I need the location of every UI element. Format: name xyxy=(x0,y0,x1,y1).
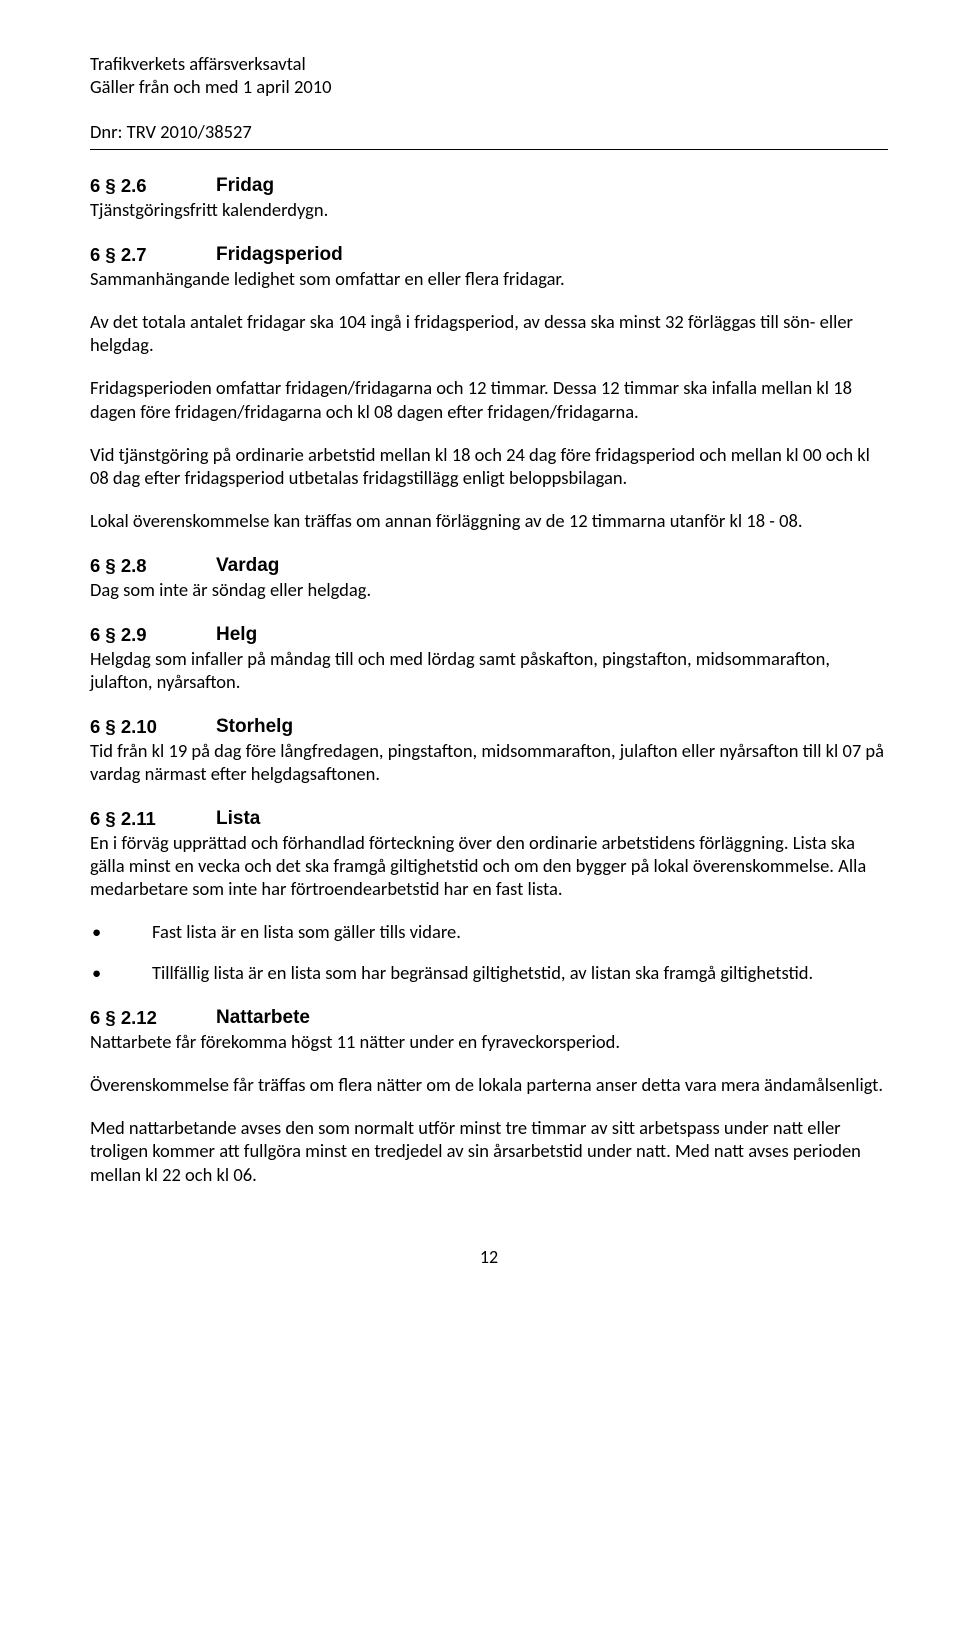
paragraph: Överenskommelse får träffas om flera nät… xyxy=(90,1073,888,1096)
paragraph: Helgdag som infaller på måndag till och … xyxy=(90,647,888,693)
section-number: 6 § 2.8 xyxy=(90,554,160,578)
paragraph: Nattarbete får förekomma högst 11 nätter… xyxy=(90,1030,888,1053)
section-number: 6 § 2.9 xyxy=(90,623,160,647)
bullet-dot-icon: • xyxy=(90,920,104,943)
document-body: 6 § 2.6 FridagTjänstgöringsfritt kalender… xyxy=(90,174,888,1185)
section-title: Vardag xyxy=(216,554,279,578)
section-heading: 6 § 2.11 Lista xyxy=(90,807,888,831)
paragraph: Av det totala antalet fridagar ska 104 i… xyxy=(90,310,888,356)
section-heading: 6 § 2.7 Fridagsperiod xyxy=(90,243,888,267)
section-title: Nattarbete xyxy=(216,1006,310,1030)
section: 6 § 2.11 ListaEn i förväg upprättad och f… xyxy=(90,807,888,984)
section-title: Helg xyxy=(216,623,257,647)
paragraph: Tjänstgöringsfritt kalenderdygn. xyxy=(90,198,888,221)
section-heading: 6 § 2.6 Fridag xyxy=(90,174,888,198)
bullet-dot-icon: • xyxy=(90,961,104,984)
section-heading: 6 § 2.9 Helg xyxy=(90,623,888,647)
section-title: Fridagsperiod xyxy=(216,243,343,267)
paragraph: En i förväg upprättad och förhandlad för… xyxy=(90,831,888,900)
section: 6 § 2.6 FridagTjänstgöringsfritt kalender… xyxy=(90,174,888,221)
section: 6 § 2.12 NattarbeteNattarbete får förekom… xyxy=(90,1006,888,1185)
section-number: 6 § 2.11 xyxy=(90,807,160,831)
section-number: 6 § 2.10 xyxy=(90,715,160,739)
section-number: 6 § 2.7 xyxy=(90,243,160,267)
paragraph: Vid tjänstgöring på ordinarie arbetstid … xyxy=(90,443,888,489)
paragraph: Dag som inte är söndag eller helgdag. xyxy=(90,578,888,601)
section-number: 6 § 2.6 xyxy=(90,174,160,198)
paragraph: Med nattarbetande avses den som normalt … xyxy=(90,1116,888,1185)
header-dnr: Dnr: TRV 2010/38527 xyxy=(90,120,888,143)
section-heading: 6 § 2.10 Storhelg xyxy=(90,715,888,739)
bullet-text: Fast lista är en lista som gäller tills … xyxy=(152,920,461,943)
header-divider xyxy=(90,149,888,150)
document-header: Trafikverkets affärsverksavtal Gäller fr… xyxy=(90,52,888,143)
section: 6 § 2.8 VardagDag som inte är söndag elle… xyxy=(90,554,888,601)
bullet-list: • Fast lista är en lista som gäller tills… xyxy=(90,920,888,984)
paragraph: Lokal överenskommelse kan träffas om ann… xyxy=(90,509,888,532)
section-number: 6 § 2.12 xyxy=(90,1006,160,1030)
section-title: Fridag xyxy=(216,174,274,198)
paragraph: Sammanhängande ledighet som omfattar en … xyxy=(90,267,888,290)
section: 6 § 2.7 FridagsperiodSammanhängande ledig… xyxy=(90,243,888,532)
page-number: 12 xyxy=(90,1246,888,1269)
section-title: Lista xyxy=(216,807,260,831)
bullet-text: Tillfällig lista är en lista som har beg… xyxy=(152,961,813,984)
bullet-item: • Fast lista är en lista som gäller tills… xyxy=(90,920,888,943)
section-heading: 6 § 2.8 Vardag xyxy=(90,554,888,578)
section: 6 § 2.9 HelgHelgdag som infaller på månda… xyxy=(90,623,888,693)
header-line-1: Trafikverkets affärsverksavtal xyxy=(90,52,888,75)
header-line-2: Gäller från och med 1 april 2010 xyxy=(90,75,888,98)
paragraph: Fridagsperioden omfattar fridagen/fridag… xyxy=(90,376,888,422)
paragraph: Tid från kl 19 på dag före långfredagen,… xyxy=(90,739,888,785)
section-title: Storhelg xyxy=(216,715,293,739)
bullet-item: • Tillfällig lista är en lista som har be… xyxy=(90,961,888,984)
section-heading: 6 § 2.12 Nattarbete xyxy=(90,1006,888,1030)
section: 6 § 2.10 StorhelgTid från kl 19 på dag fö… xyxy=(90,715,888,785)
